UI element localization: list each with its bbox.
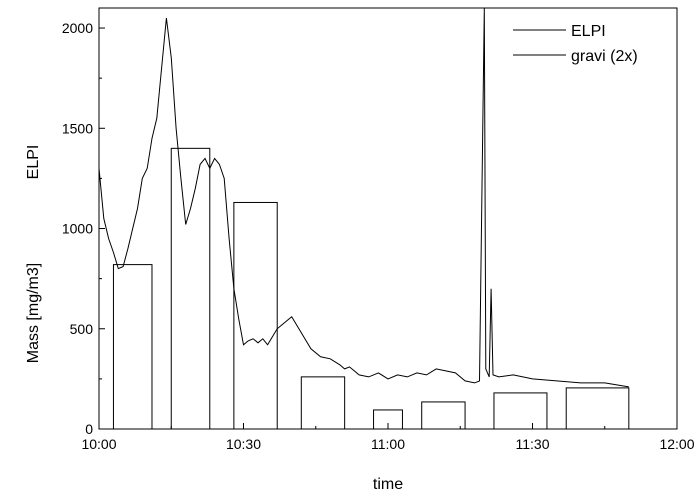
y-tick-label: 1500 [62, 120, 93, 136]
x-axis-title: time [373, 476, 403, 493]
y-tick-label: 0 [85, 421, 93, 437]
y-axis-title: Mass [mg/m3] ELPI [25, 145, 42, 364]
y-axis-title-elpi: ELPI [25, 145, 42, 180]
legend: ELPI gravi (2x) [513, 23, 638, 65]
gravi-bar [233, 201, 278, 430]
series-elpi-line [98, 7, 629, 388]
plot-frame [98, 7, 678, 430]
gravi-bar [565, 387, 630, 430]
x-axis: 10:00 10:30 11:00 11:30 12:00 [81, 423, 695, 452]
legend-label-elpi: ELPI [571, 23, 606, 40]
gravi-bar [112, 264, 153, 430]
y-axis-title-mass: Mass [mg/m3] [25, 263, 42, 363]
x-tick-label: 10:30 [226, 436, 261, 452]
series-gravi [112, 147, 630, 430]
x-tick-label: 10:00 [81, 436, 116, 452]
legend-label-gravi: gravi (2x) [571, 48, 638, 65]
gravi-bar [373, 409, 403, 430]
y-axis: 0 500 1000 1500 2000 [62, 20, 105, 437]
y-tick-label: 500 [70, 321, 94, 337]
y-tick-label: 2000 [62, 20, 93, 36]
gravi-bar [421, 401, 466, 430]
y-tick-label: 1000 [62, 221, 93, 237]
x-tick-label: 11:00 [371, 436, 405, 452]
x-tick-label: 11:30 [516, 436, 550, 452]
gravi-bar [300, 376, 346, 430]
gravi-bar [493, 392, 548, 430]
gravi-bar [170, 147, 211, 430]
x-tick-label: 12:00 [659, 436, 694, 452]
